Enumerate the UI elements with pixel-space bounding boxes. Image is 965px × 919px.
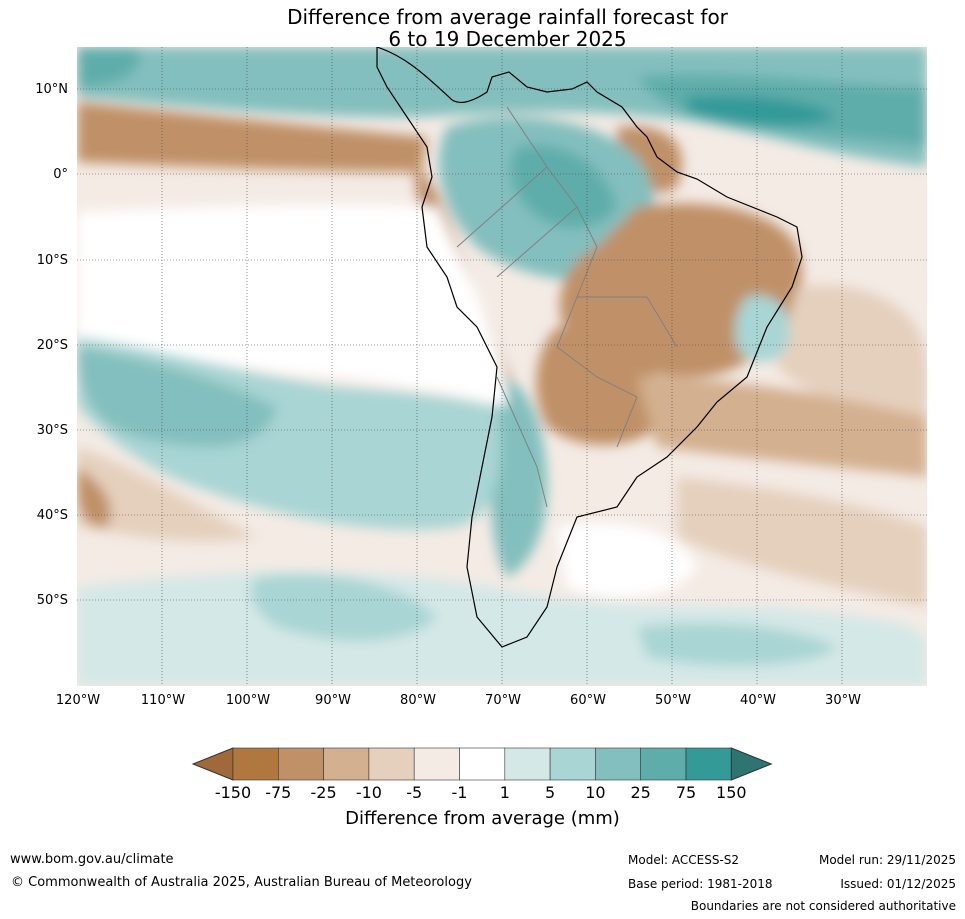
- anomaly-dry-south-pacific-core: [77, 467, 111, 527]
- colorbar-tick-label: -75: [265, 783, 292, 802]
- anomaly-wet-south-pacific-core: [77, 347, 277, 447]
- copyright-notice: © Commonwealth of Australia 2025, Austra…: [11, 875, 472, 890]
- lon-label-120w: 120°W: [55, 693, 101, 708]
- colorbar-tick-label: -5: [406, 783, 423, 802]
- lon-label-30w: 30°W: [825, 693, 861, 708]
- map-title-line1: Difference from average rainfall forecas…: [287, 5, 728, 29]
- anomaly-neutral-south-atlantic: [557, 523, 697, 598]
- colorbar-tick-label: 75: [675, 783, 697, 802]
- colorbar-swatch: [232, 747, 279, 781]
- anomaly-dry-south-atlantic: [677, 477, 927, 607]
- boundary-disclaimer: Boundaries are not considered authoritat…: [690, 899, 956, 913]
- south-america-coastline: [376, 47, 803, 648]
- lon-label-110w: 110°W: [140, 693, 186, 708]
- issued-date: Issued: 01/12/2025: [840, 877, 956, 891]
- lon-label-90w: 90°W: [315, 693, 351, 708]
- lon-label-80w: 80°W: [400, 693, 436, 708]
- map-title-line2: 6 to 19 December 2025: [388, 27, 627, 51]
- lon-label-40w: 40°W: [740, 693, 776, 708]
- rainfall-anomaly-map: [77, 47, 927, 686]
- colorbar-swatch: [640, 747, 687, 781]
- colorbar-tick-label: 10: [585, 783, 606, 802]
- bom-url: www.bom.gov.au/climate: [10, 852, 174, 867]
- colorbar-swatch: [504, 747, 551, 781]
- lat-label-50s: 50°S: [36, 593, 68, 608]
- anomaly-dry-south-pacific: [77, 447, 257, 542]
- colorbar-tick-label: 150: [716, 783, 747, 802]
- lat-label-30s: 30°S: [36, 423, 68, 438]
- colorbar-swatch: [323, 747, 370, 781]
- anomaly-neutral-pacific: [77, 204, 507, 407]
- base-period: Base period: 1981-2018: [628, 877, 773, 891]
- anomaly-wet-south-atlantic: [637, 623, 837, 666]
- colorbar-label: Difference from average (mm): [345, 808, 620, 829]
- anomaly-dry-atlantic-band: [637, 377, 927, 477]
- lat-label-10s: 10°S: [36, 253, 68, 268]
- colorbar-extend-low: [191, 747, 234, 781]
- colorbar-tick-label: -10: [355, 783, 382, 802]
- lon-label-60w: 60°W: [570, 693, 606, 708]
- colorbar-tick-label: -150: [214, 783, 252, 802]
- colorbar-tick-label: -1: [451, 783, 468, 802]
- anomaly-wet-andes: [490, 377, 547, 577]
- graticule: [77, 47, 927, 686]
- colorbar-swatch: [278, 747, 324, 781]
- colorbar-swatch: [459, 747, 506, 781]
- lon-label-100w: 100°W: [225, 693, 271, 708]
- anomaly-dry-atlantic: [777, 285, 927, 427]
- model-name: Model: ACCESS-S2: [628, 853, 740, 867]
- colorbar-swatch: [368, 747, 415, 781]
- colorbar-tick-label: 5: [545, 783, 556, 802]
- anomaly-wet-southern-ocean-core: [251, 574, 437, 641]
- anomaly-fields: [77, 47, 927, 686]
- anomaly-wet-northwest: [77, 47, 140, 87]
- colorbar-swatch: [549, 747, 596, 781]
- lat-label-10n: 10°N: [35, 82, 68, 97]
- colorbar-tick-label: 1: [499, 783, 510, 802]
- lat-label-0: 0°: [53, 167, 68, 182]
- colorbar-swatch: [595, 747, 641, 781]
- lat-label-40s: 40°S: [36, 508, 68, 523]
- lon-label-70w: 70°W: [485, 693, 521, 708]
- colorbar-tick-label: -25: [310, 783, 337, 802]
- colorbar: [191, 747, 773, 781]
- lon-label-50w: 50°W: [655, 693, 691, 708]
- model-run-date: Model run: 29/11/2025: [818, 853, 956, 867]
- colorbar-extend-high: [730, 747, 773, 781]
- anomaly-wet-amazon-core: [510, 145, 617, 228]
- lat-label-20s: 20°S: [36, 338, 68, 353]
- colorbar-swatch: [413, 747, 460, 781]
- anomaly-dry-equator: [77, 102, 427, 172]
- colorbar-swatch: [685, 747, 732, 781]
- colorbar-tick-label: 25: [630, 783, 651, 802]
- anomaly-wet-north-peak: [687, 95, 837, 127]
